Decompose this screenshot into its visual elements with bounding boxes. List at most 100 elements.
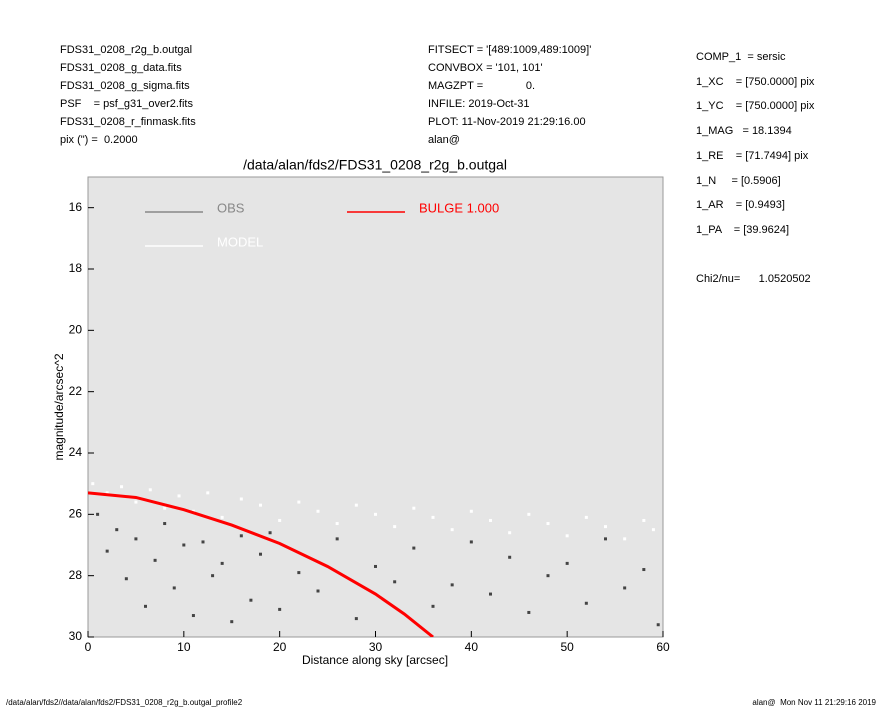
data-point (335, 522, 339, 526)
y-tick-label: 20 (69, 323, 83, 337)
data-point (96, 512, 100, 516)
data-point (191, 614, 195, 618)
chart-title: /data/alan/fds2/FDS31_0208_r2g_b.outgal (243, 157, 507, 173)
data-point (393, 525, 397, 529)
header-line: FDS31_0208_g_data.fits (60, 62, 182, 74)
footer-left: /data/alan/fds2//data/alan/fds2/FDS31_02… (6, 698, 243, 707)
x-tick-label: 60 (656, 640, 670, 654)
legend-label: MODEL (217, 234, 263, 249)
data-point (124, 577, 128, 581)
header-line: 1_XC = [750.0000] pix (696, 75, 815, 88)
data-point (642, 518, 646, 522)
data-point (623, 537, 627, 541)
data-point (431, 515, 435, 519)
data-point (163, 506, 167, 510)
y-tick-label: 26 (69, 507, 83, 521)
data-point (565, 561, 569, 565)
y-tick-label: 24 (69, 445, 83, 459)
data-point (489, 518, 492, 522)
header-middle: FITSECT = '[489:1009,489:1009]' CONVBOX =… (428, 41, 591, 149)
x-tick-label: 50 (560, 640, 574, 654)
legend-label: BULGE 1.000 (419, 200, 499, 215)
data-point (182, 543, 186, 547)
data-point (527, 512, 531, 516)
header-line: COMP_1 = sersic (696, 51, 786, 63)
data-point (105, 491, 109, 495)
data-point (374, 512, 377, 516)
data-point (163, 522, 167, 526)
header-line: 1_N = [0.5906] (696, 174, 781, 187)
header-line: FDS31_0208_r2g_b.outgal (60, 44, 193, 56)
data-point (412, 546, 416, 550)
data-point (642, 568, 646, 572)
header-line: FDS31_0208_g_sigma.fits (60, 80, 190, 92)
data-point (105, 549, 109, 553)
model-curve (88, 491, 434, 637)
data-point (91, 482, 95, 486)
x-tick-label: 40 (465, 640, 479, 654)
data-point (450, 583, 454, 587)
y-tick-label: 22 (69, 384, 83, 398)
data-point (259, 552, 262, 556)
y-tick-label: 30 (69, 629, 83, 643)
data-point (259, 503, 262, 507)
data-point (297, 500, 301, 504)
y-tick-label: 18 (69, 261, 83, 275)
data-point (115, 528, 119, 532)
data-point (604, 525, 607, 529)
header-line: FDS31_0208_r_finmask.fits (60, 116, 196, 128)
data-point (316, 589, 320, 593)
data-point (469, 509, 473, 513)
data-point (297, 571, 301, 575)
data-point (335, 537, 339, 541)
data-point (134, 500, 138, 504)
data-point (374, 564, 377, 568)
data-point (546, 574, 550, 578)
data-point (148, 488, 152, 492)
data-point (278, 607, 282, 611)
data-point (316, 509, 320, 513)
data-point (656, 623, 660, 627)
x-axis-label: Distance along sky [arcsec] (302, 653, 448, 667)
header-line: 1_PA = [39.9624] (696, 223, 790, 236)
header-line: Chi2/nu= 1.0520502 (696, 273, 811, 286)
x-tick-label: 10 (177, 640, 191, 654)
data-point (201, 540, 205, 544)
data-point (354, 617, 358, 621)
data-point (239, 497, 243, 501)
header-line: 1_YC = [750.0000] pix (696, 100, 815, 113)
data-point (220, 515, 224, 519)
plot-area (87, 176, 664, 638)
data-point (431, 604, 435, 608)
data-point (651, 528, 655, 532)
data-point (450, 528, 454, 532)
data-point (393, 580, 397, 584)
data-point (153, 558, 157, 562)
header-line: MAGZPT = 0. (428, 80, 536, 92)
header-line: pix (") = 0.2000 (60, 134, 138, 146)
header-line: PSF = psf_g31_over2.fits (60, 98, 193, 110)
data-point (604, 537, 607, 541)
header-line: alan@ (428, 134, 460, 146)
data-point (508, 531, 512, 535)
data-point (211, 574, 215, 578)
data-point (412, 506, 416, 510)
plot-marks (88, 482, 660, 637)
data-point (489, 592, 492, 596)
header-line: PLOT: 11-Nov-2019 21:29:16.00 (428, 116, 586, 128)
data-point (469, 540, 473, 544)
header-line: INFILE: 2019-Oct-31 (428, 98, 530, 110)
header-line: 1_AR = [0.9493] (696, 199, 785, 212)
data-point (268, 531, 272, 535)
data-point (623, 586, 627, 590)
data-point (177, 494, 181, 498)
data-point (230, 620, 234, 624)
header-line: 1_MAG = 18.1394 (696, 125, 792, 138)
data-point (120, 485, 124, 489)
data-point (144, 604, 147, 608)
data-point (508, 555, 512, 559)
data-point (172, 586, 176, 590)
header-line: FITSECT = '[489:1009,489:1009]' (428, 44, 592, 56)
